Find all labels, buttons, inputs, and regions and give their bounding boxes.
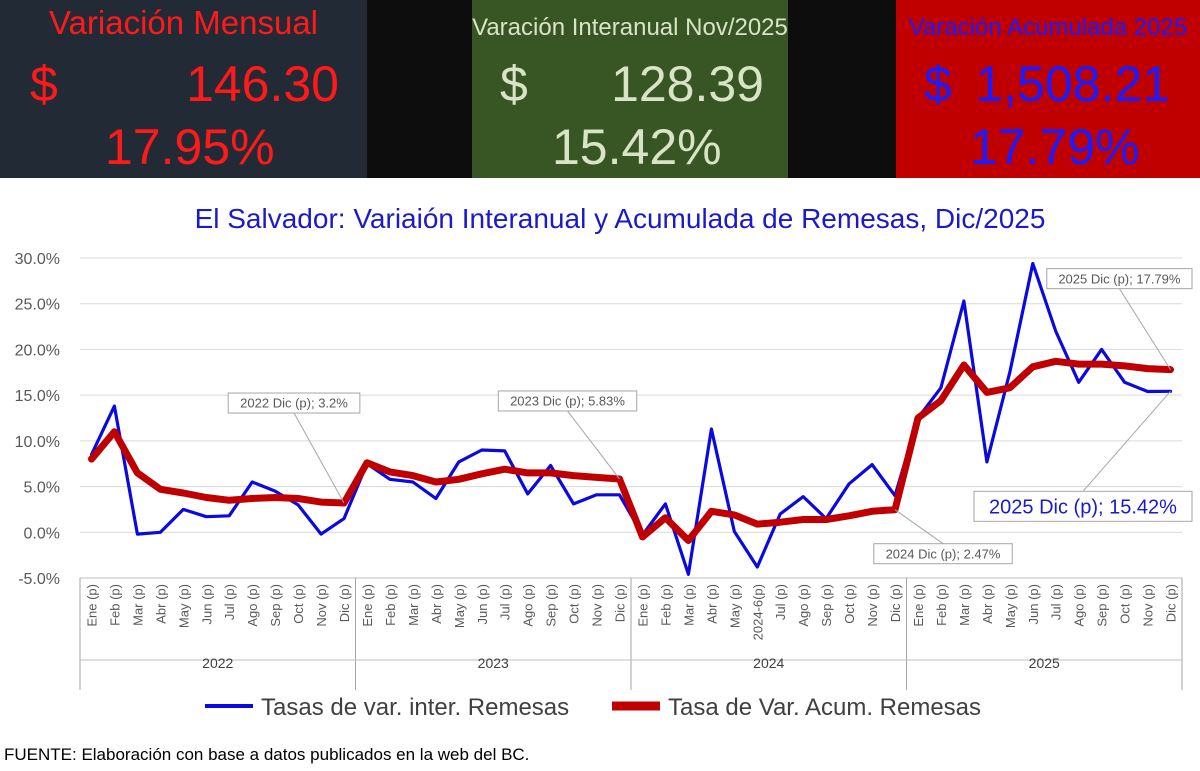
x-tick-label: Feb (p)	[107, 584, 122, 626]
annotation-box	[873, 543, 1013, 565]
x-tick-label: Jun (p)	[1026, 584, 1041, 624]
x-tick-label: Oct (p)	[1118, 584, 1133, 624]
x-tick-label: Ene (p)	[84, 584, 99, 627]
y-tick-label: 25.0%	[15, 297, 60, 314]
x-tick-label: Mar (p)	[406, 584, 421, 626]
x-tick-label: Jun (p)	[199, 584, 214, 624]
y-tick-label: -5.0%	[18, 571, 60, 588]
x-tick-label: Mar (p)	[957, 584, 972, 626]
kpi-monthly-title: Variación Mensual	[48, 4, 319, 41]
kpi-cumulative-panel: Varación Acumulada 2025 $ 1,508.21 17.79…	[896, 0, 1200, 178]
x-tick-label: Mar (p)	[681, 584, 696, 626]
x-tick-label: Dic (p)	[337, 584, 352, 622]
kpi-cumulative-amount: 1,508.21	[975, 56, 1170, 112]
year-label: 2025	[1029, 655, 1060, 671]
kpi-cumulative-title: Varación Acumulada 2025	[908, 14, 1188, 41]
x-tick-label: Jul (p)	[222, 584, 237, 620]
y-tick-label: 10.0%	[15, 434, 60, 451]
x-tick-label: Sep (p)	[544, 584, 559, 627]
x-tick-label: Oct (p)	[291, 584, 306, 624]
x-tick-label: Ago (p)	[1072, 584, 1087, 627]
legend-label: Tasas de var. inter. Remesas	[261, 694, 569, 721]
x-tick-label: May (p)	[727, 584, 742, 628]
annotation-box	[227, 392, 361, 414]
annotation-label: 2025 Dic (p); 15.42%	[989, 497, 1177, 519]
kpi-interannual-title: Varación Interanual Nov/2025	[472, 14, 788, 41]
y-tick-label: 5.0%	[24, 480, 60, 497]
annotation-leader	[293, 412, 345, 504]
x-tick-label: Ago (p)	[245, 584, 260, 627]
x-tick-label: Oct (p)	[842, 584, 857, 624]
annotation-label: 2024 Dic (p); 2.47%	[886, 546, 1001, 561]
kpi-cumulative-percent: 17.79%	[970, 119, 1140, 175]
annotation-box	[973, 490, 1193, 522]
x-tick-label: Feb (p)	[658, 584, 673, 626]
x-tick-label: Dic (p)	[613, 584, 628, 622]
source-note: FUENTE: Elaboración con base a datos pub…	[4, 745, 530, 764]
x-tick-label: Abr (p)	[980, 584, 995, 624]
kpi-monthly-amount: 146.30	[186, 56, 339, 112]
x-tick-label: Nov (p)	[314, 584, 329, 627]
x-tick-label: Jul (p)	[1049, 584, 1064, 620]
y-tick-label: 15.0%	[15, 388, 60, 405]
x-tick-label: Nov (p)	[865, 584, 880, 627]
x-tick-label: Abr (p)	[429, 584, 444, 624]
remittances-line-chart: El Salvador: Variaión Interanual y Acumu…	[15, 203, 1193, 721]
x-tick-label: Abr (p)	[704, 584, 719, 624]
annotation-label: 2025 Dic (p); 17.79%	[1058, 271, 1181, 286]
x-tick-label: Jul (p)	[773, 584, 788, 620]
kpi-interannual-currency: $	[500, 56, 528, 112]
annotation-label: 2022 Dic (p); 3.2%	[240, 396, 348, 411]
kpi-interannual-amount: 128.39	[611, 56, 764, 112]
x-tick-label: Dic (p)	[888, 584, 903, 622]
x-tick-label: Nov (p)	[590, 584, 605, 627]
chart-title: El Salvador: Variaión Interanual y Acumu…	[195, 203, 1046, 234]
x-tick-label: May (p)	[452, 584, 467, 628]
annotation-leader	[1082, 390, 1171, 492]
year-label: 2022	[202, 655, 233, 671]
x-tick-label: Jul (p)	[498, 584, 513, 620]
interannual-series-line	[89, 261, 1173, 576]
x-tick-label: Feb (p)	[934, 584, 949, 626]
annotation-box	[497, 390, 638, 412]
legend-label: Tasa de Var. Acum. Remesas	[668, 694, 981, 721]
x-tick-label: Feb (p)	[383, 584, 398, 626]
x-tick-label: Dic (p)	[1164, 584, 1179, 622]
x-tick-label: Jun (p)	[475, 584, 490, 624]
x-tick-label: Mar (p)	[130, 584, 145, 626]
kpi-monthly-currency: $	[30, 56, 58, 112]
x-tick-label: Sep (p)	[819, 584, 834, 627]
x-tick-label: Nov (p)	[1141, 584, 1156, 627]
y-tick-label: 20.0%	[15, 342, 60, 359]
x-tick-label: Oct (p)	[567, 584, 582, 624]
kpi-interannual-percent: 15.42%	[552, 119, 722, 175]
cumulative-series-line	[88, 357, 1174, 544]
x-tick-label: Ene (p)	[360, 584, 375, 627]
panel-separator	[788, 0, 896, 178]
annotation-box	[1046, 268, 1193, 290]
x-tick-label: Ene (p)	[635, 584, 650, 627]
y-tick-label: 30.0%	[15, 251, 60, 268]
kpi-interannual-panel: Varación Interanual Nov/2025 $ 128.39 15…	[472, 0, 788, 178]
x-tick-label: 2024-6(p)	[750, 584, 765, 640]
panel-separator	[367, 0, 472, 178]
x-tick-label: Ene (p)	[911, 584, 926, 627]
annotation-leader	[567, 410, 620, 480]
year-label: 2023	[478, 655, 509, 671]
annotation-label: 2023 Dic (p); 5.83%	[510, 394, 625, 409]
x-tick-label: May (p)	[176, 584, 191, 628]
year-label: 2024	[753, 655, 784, 671]
y-tick-label: 0.0%	[24, 525, 60, 542]
kpi-monthly-percent: 17.95%	[105, 119, 275, 175]
annotation-leader	[894, 509, 944, 545]
x-tick-label: May (p)	[1003, 584, 1018, 628]
x-tick-label: Ago (p)	[796, 584, 811, 627]
annotation-leader	[1118, 288, 1171, 370]
x-tick-label: Sep (p)	[268, 584, 283, 627]
x-tick-label: Ago (p)	[521, 584, 536, 627]
kpi-monthly-panel: Variación Mensual $ 146.30 17.95%	[0, 0, 367, 178]
kpi-cumulative-currency: $	[924, 56, 952, 112]
x-tick-label: Sep (p)	[1095, 584, 1110, 627]
x-tick-label: Abr (p)	[153, 584, 168, 624]
